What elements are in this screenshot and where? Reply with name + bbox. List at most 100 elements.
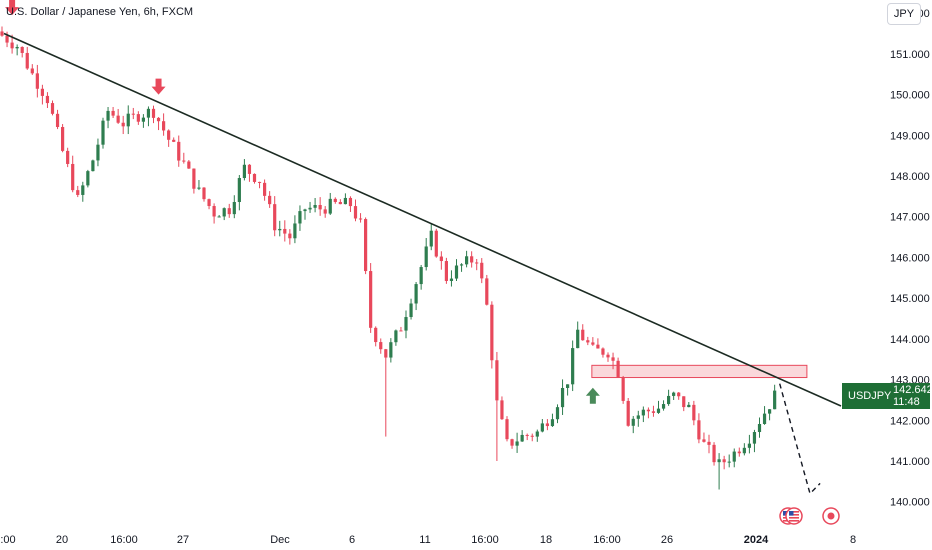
y-tick-label: 147.000 (890, 212, 930, 224)
bullish-candle (146, 108, 151, 118)
bearish-candle (348, 197, 353, 207)
x-tick-label: Dec (270, 534, 290, 546)
bullish-candle (571, 348, 575, 385)
bearish-candle (71, 163, 75, 191)
bullish-candle (303, 209, 307, 212)
bullish-candle (667, 395, 671, 405)
bearish-candle (55, 113, 60, 128)
bearish-candle (677, 392, 681, 397)
bearish-candle (707, 441, 711, 445)
bullish-candle (520, 434, 524, 442)
sell-arrow-icon (151, 78, 166, 95)
y-tick-label: 141.000 (890, 456, 930, 468)
bearish-candle (591, 342, 595, 345)
sell-arrow-icon (5, 0, 20, 16)
bullish-candle (91, 160, 95, 172)
projection-path (779, 383, 821, 495)
bullish-candle (404, 317, 408, 331)
bullish-candle (672, 392, 676, 396)
bearish-candle (364, 219, 368, 272)
bearish-candle (20, 46, 24, 53)
trendline (3, 32, 842, 407)
bullish-candle (197, 187, 201, 189)
bearish-candle (530, 435, 534, 437)
bearish-candle (121, 122, 125, 127)
bullish-candle (576, 329, 580, 349)
bearish-candle (45, 95, 50, 104)
x-tick-label: 11 (419, 534, 430, 546)
x-tick-label: 16:00 (471, 534, 499, 546)
bearish-candle (606, 354, 610, 358)
bullish-candle (687, 404, 691, 408)
x-tick-label: 27 (177, 534, 189, 546)
y-tick-label: 142.000 (890, 415, 930, 427)
bullish-candle (86, 171, 90, 186)
bullish-candle (717, 459, 721, 463)
bearish-candle (353, 206, 358, 219)
bearish-candle (525, 434, 529, 436)
x-tick-label: 2024 (744, 534, 769, 546)
bearish-candle (151, 108, 156, 118)
bullish-candle (313, 205, 317, 208)
bearish-candle (500, 400, 504, 420)
bullish-candle (449, 278, 454, 281)
x-tick-label: 20 (56, 534, 68, 546)
bearish-candle (444, 261, 448, 281)
bullish-candle (535, 431, 539, 437)
currency-button[interactable]: JPY (887, 3, 921, 25)
bullish-candle (656, 408, 661, 413)
last-price-tag: USDJPY 142.642 11:48 (842, 383, 932, 409)
bearish-candle (621, 377, 625, 401)
bearish-candle (722, 459, 726, 463)
jp-flag-icon[interactable] (822, 507, 840, 525)
bearish-candle (601, 348, 605, 355)
y-axis[interactable]: 140.000141.000142.000143.000144.000145.0… (890, 8, 930, 509)
bearish-candle (485, 278, 489, 305)
bearish-candle (333, 198, 337, 202)
bearish-candle (136, 114, 140, 122)
bullish-candle (328, 198, 332, 214)
bullish-candle (540, 423, 544, 432)
bearish-candle (156, 117, 161, 122)
candles-layer (0, 26, 777, 490)
bullish-candle (429, 230, 433, 247)
bearish-candle (384, 349, 388, 358)
x-axis[interactable]: :00 20 16:00 27 Dec 6 11 16:00 18 16:00 26 2024 8 (0, 534, 856, 546)
bearish-candle (586, 340, 590, 343)
bullish-candle (278, 228, 282, 231)
lines-layer (3, 32, 842, 495)
bullish-candle (424, 246, 428, 268)
bearish-candle (510, 439, 514, 446)
us-flag-icon[interactable] (785, 507, 803, 525)
bearish-candle (434, 230, 438, 257)
bullish-candle (298, 211, 302, 224)
bullish-candle (394, 330, 398, 343)
chart-title: U.S. Dollar / Japanese Yen, 6h, FXCM (6, 6, 194, 18)
bearish-candle (692, 404, 696, 421)
bearish-candle (338, 201, 342, 205)
bullish-candle (96, 144, 100, 161)
bullish-candle (762, 413, 767, 424)
x-tick-label: :00 (0, 534, 15, 546)
y-tick-label: 151.000 (890, 49, 930, 61)
bullish-candle (308, 207, 312, 210)
bearish-candle (76, 190, 80, 195)
y-tick-label: 148.000 (890, 171, 930, 183)
bearish-candle (475, 262, 479, 264)
bearish-candle (737, 451, 741, 454)
bearish-candle (495, 360, 499, 401)
y-tick-label: 144.000 (890, 334, 930, 346)
bullish-candle (15, 46, 19, 49)
bearish-candle (318, 205, 322, 210)
bullish-candle (560, 387, 565, 408)
bearish-candle (505, 419, 509, 440)
bullish-candle (566, 384, 570, 388)
bullish-candle (661, 404, 666, 409)
bullish-candle (242, 164, 246, 179)
y-tick-label: 149.000 (890, 130, 930, 142)
bearish-candle (545, 423, 549, 427)
bearish-candle (358, 218, 363, 220)
y-tick-label: 150.000 (890, 90, 930, 102)
bearish-candle (172, 139, 176, 142)
